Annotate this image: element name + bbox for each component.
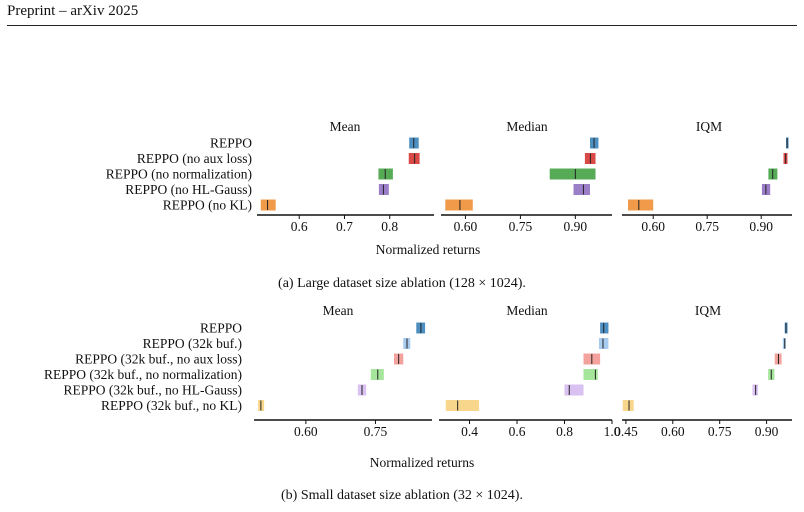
method-label-a-2: REPPO (no normalization) — [106, 167, 252, 182]
x-axis-label-b: Normalized returns — [370, 455, 475, 470]
ci-bar-a-1-3 — [573, 184, 591, 195]
method-label-a-0: REPPO — [210, 136, 252, 151]
tick-label-a-1-0: 0.60 — [454, 219, 478, 234]
tick-label-a-0-2: 0.8 — [381, 219, 398, 234]
ci-bar-a-1-2 — [549, 168, 596, 180]
tick-label-a-0-1: 0.7 — [336, 219, 353, 234]
tick-label-b-0-0: 0.60 — [294, 424, 318, 439]
panel-title-a-0: Mean — [330, 119, 361, 134]
method-label-a-4: REPPO (no KL) — [163, 198, 252, 213]
tick-label-a-2-0: 0.60 — [641, 219, 665, 234]
x-axis-label-a: Normalized returns — [376, 242, 481, 257]
caption-a: (a) Large dataset size ablation (128 × 1… — [278, 276, 526, 291]
caption-b: (b) Small dataset size ablation (32 × 10… — [281, 488, 523, 503]
tick-label-b-2-0: 0.45 — [614, 424, 638, 439]
panel-title-b-2: IQM — [695, 303, 721, 318]
ci-bar-b-1-3 — [583, 369, 598, 380]
method-label-b-3: REPPO (32k buf., no normalization) — [44, 367, 242, 382]
panel-title-a-2: IQM — [696, 119, 722, 134]
tick-label-b-1-1: 0.6 — [509, 424, 526, 439]
method-label-b-4: REPPO (32k buf., no HL-Gauss) — [64, 383, 243, 398]
panel-title-b-1: Median — [506, 303, 547, 318]
ci-bar-a-0-4 — [260, 199, 276, 211]
header-rule — [7, 25, 797, 26]
page-header: Preprint – arXiv 2025 — [7, 3, 139, 19]
tick-label-b-2-2: 0.75 — [708, 424, 732, 439]
tick-label-b-1-3: 1.0 — [604, 424, 621, 439]
tick-label-a-0-0: 0.6 — [291, 219, 308, 234]
ci-bar-a-2-4 — [628, 199, 654, 211]
method-label-b-5: REPPO (32k buf., no KL) — [101, 398, 242, 413]
tick-label-b-1-0: 0.4 — [461, 424, 478, 439]
ci-bar-a-1-4 — [445, 199, 473, 211]
ci-bar-b-2-5 — [622, 400, 634, 411]
ci-bar-b-1-0 — [600, 322, 609, 334]
tick-label-a-1-2: 0.90 — [564, 219, 588, 234]
ci-bar-b-1-5 — [445, 400, 480, 411]
tick-label-a-1-1: 0.75 — [509, 219, 533, 234]
method-label-a-1: REPPO (no aux loss) — [137, 151, 252, 166]
ci-bar-b-1-4 — [564, 384, 584, 396]
method-label-a-3: REPPO (no HL-Gauss) — [125, 182, 252, 197]
tick-label-b-1-2: 0.8 — [556, 424, 573, 439]
method-label-b-1: REPPO (32k buf.) — [143, 336, 242, 351]
method-label-b-0: REPPO — [200, 321, 242, 336]
panel-title-b-0: Mean — [323, 303, 354, 318]
tick-label-a-2-2: 0.90 — [749, 219, 773, 234]
panel-title-a-1: Median — [506, 119, 547, 134]
tick-label-a-2-1: 0.75 — [695, 219, 719, 234]
tick-label-b-0-1: 0.75 — [364, 424, 388, 439]
ci-bar-b-1-1 — [598, 338, 609, 349]
tick-label-b-2-1: 0.60 — [661, 424, 685, 439]
method-label-b-2: REPPO (32k buf., no aux loss) — [75, 352, 242, 367]
tick-label-b-2-3: 0.90 — [755, 424, 779, 439]
